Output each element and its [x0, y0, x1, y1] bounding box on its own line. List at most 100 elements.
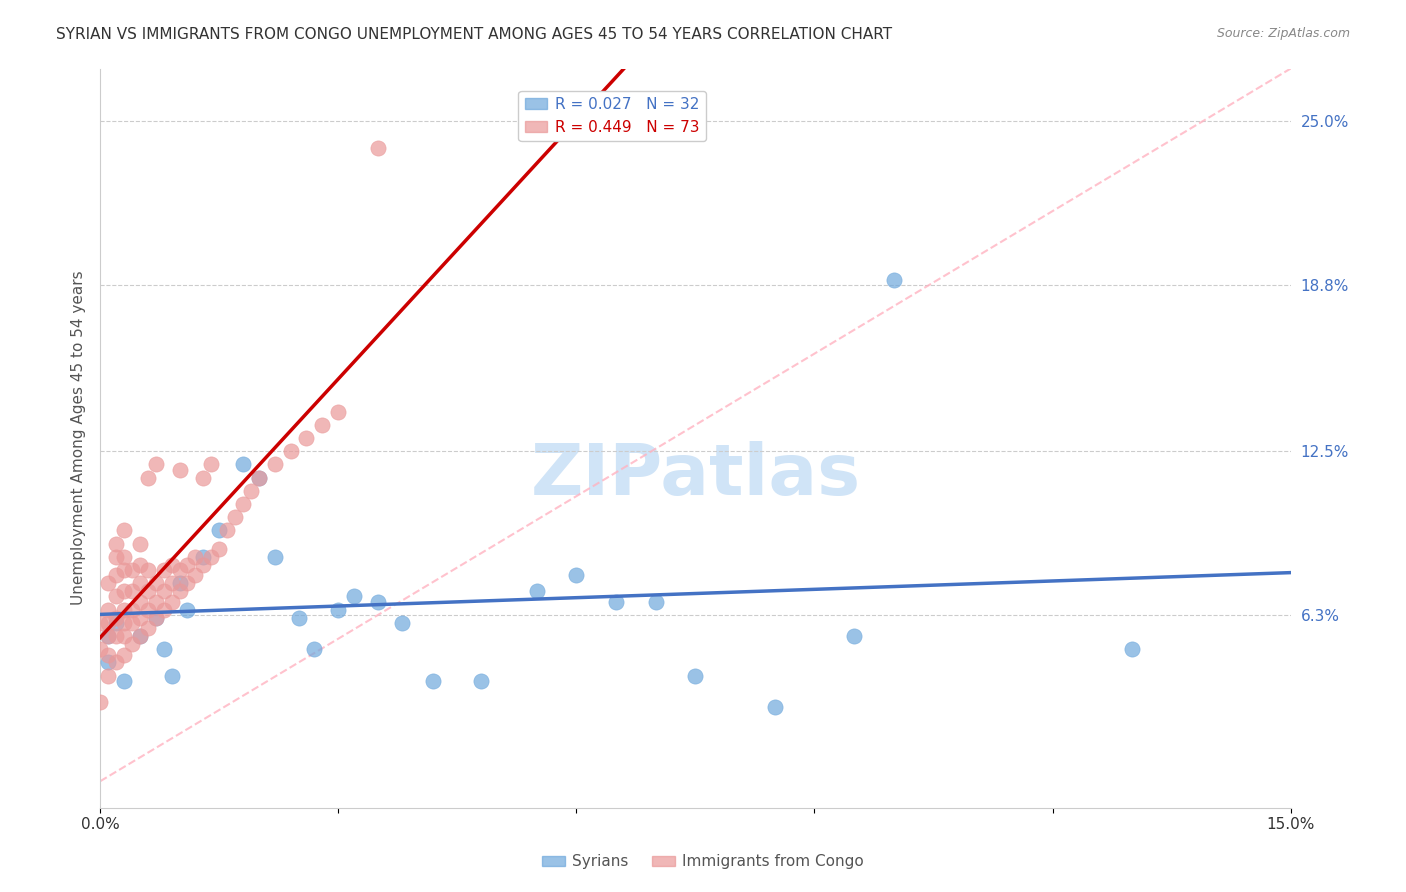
Point — [112, 563, 135, 577]
Point — [97, 668, 120, 682]
Point — [208, 524, 231, 538]
Point — [121, 637, 143, 651]
Point — [112, 673, 135, 688]
Point — [176, 576, 198, 591]
Point — [112, 648, 135, 662]
Point — [160, 576, 183, 591]
Point — [97, 656, 120, 670]
Point — [136, 621, 159, 635]
Point — [328, 405, 350, 419]
Point — [128, 558, 150, 572]
Point — [97, 615, 120, 630]
Point — [232, 497, 254, 511]
Point — [152, 584, 174, 599]
Point — [644, 595, 666, 609]
Point — [239, 483, 262, 498]
Point — [152, 642, 174, 657]
Point — [763, 700, 786, 714]
Point — [883, 273, 905, 287]
Point — [367, 141, 389, 155]
Point — [89, 642, 111, 657]
Point — [105, 629, 128, 643]
Point — [343, 590, 366, 604]
Point — [217, 524, 239, 538]
Point — [97, 629, 120, 643]
Point — [128, 629, 150, 643]
Point — [184, 549, 207, 564]
Point — [184, 568, 207, 582]
Point — [160, 595, 183, 609]
Point — [193, 558, 215, 572]
Point — [247, 471, 270, 485]
Legend: Syrians, Immigrants from Congo: Syrians, Immigrants from Congo — [536, 848, 870, 875]
Point — [97, 648, 120, 662]
Point — [128, 610, 150, 624]
Point — [105, 537, 128, 551]
Point — [470, 673, 492, 688]
Point — [247, 471, 270, 485]
Point — [1121, 642, 1143, 657]
Point — [160, 558, 183, 572]
Point — [367, 595, 389, 609]
Point — [208, 541, 231, 556]
Point — [105, 610, 128, 624]
Point — [105, 590, 128, 604]
Point — [105, 656, 128, 670]
Point — [128, 595, 150, 609]
Point — [200, 549, 222, 564]
Point — [97, 576, 120, 591]
Point — [193, 549, 215, 564]
Point — [263, 549, 285, 564]
Point — [263, 458, 285, 472]
Text: ZIPatlas: ZIPatlas — [530, 441, 860, 509]
Point — [160, 668, 183, 682]
Point — [200, 458, 222, 472]
Point — [97, 603, 120, 617]
Point — [136, 603, 159, 617]
Point — [565, 568, 588, 582]
Point — [136, 563, 159, 577]
Point — [128, 576, 150, 591]
Point — [295, 431, 318, 445]
Point — [311, 417, 333, 432]
Point — [112, 603, 135, 617]
Point — [112, 524, 135, 538]
Point — [169, 563, 191, 577]
Point — [526, 584, 548, 599]
Point — [145, 610, 167, 624]
Point — [145, 610, 167, 624]
Point — [152, 563, 174, 577]
Point — [193, 471, 215, 485]
Point — [224, 510, 246, 524]
Legend: R = 0.027   N = 32, R = 0.449   N = 73: R = 0.027 N = 32, R = 0.449 N = 73 — [519, 91, 706, 141]
Point — [121, 584, 143, 599]
Point — [121, 603, 143, 617]
Point — [422, 673, 444, 688]
Point — [105, 615, 128, 630]
Point — [105, 549, 128, 564]
Point — [89, 615, 111, 630]
Point — [169, 584, 191, 599]
Point — [280, 444, 302, 458]
Point — [145, 458, 167, 472]
Point — [112, 615, 135, 630]
Y-axis label: Unemployment Among Ages 45 to 54 years: Unemployment Among Ages 45 to 54 years — [72, 271, 86, 606]
Text: Source: ZipAtlas.com: Source: ZipAtlas.com — [1216, 27, 1350, 40]
Point — [112, 549, 135, 564]
Point — [287, 610, 309, 624]
Point — [121, 615, 143, 630]
Point — [89, 695, 111, 709]
Point — [128, 629, 150, 643]
Point — [304, 642, 326, 657]
Point — [97, 629, 120, 643]
Point — [844, 629, 866, 643]
Point — [152, 603, 174, 617]
Point — [136, 584, 159, 599]
Point — [169, 576, 191, 591]
Point — [328, 603, 350, 617]
Point — [391, 615, 413, 630]
Point — [169, 463, 191, 477]
Point — [136, 471, 159, 485]
Point — [685, 668, 707, 682]
Point — [605, 595, 627, 609]
